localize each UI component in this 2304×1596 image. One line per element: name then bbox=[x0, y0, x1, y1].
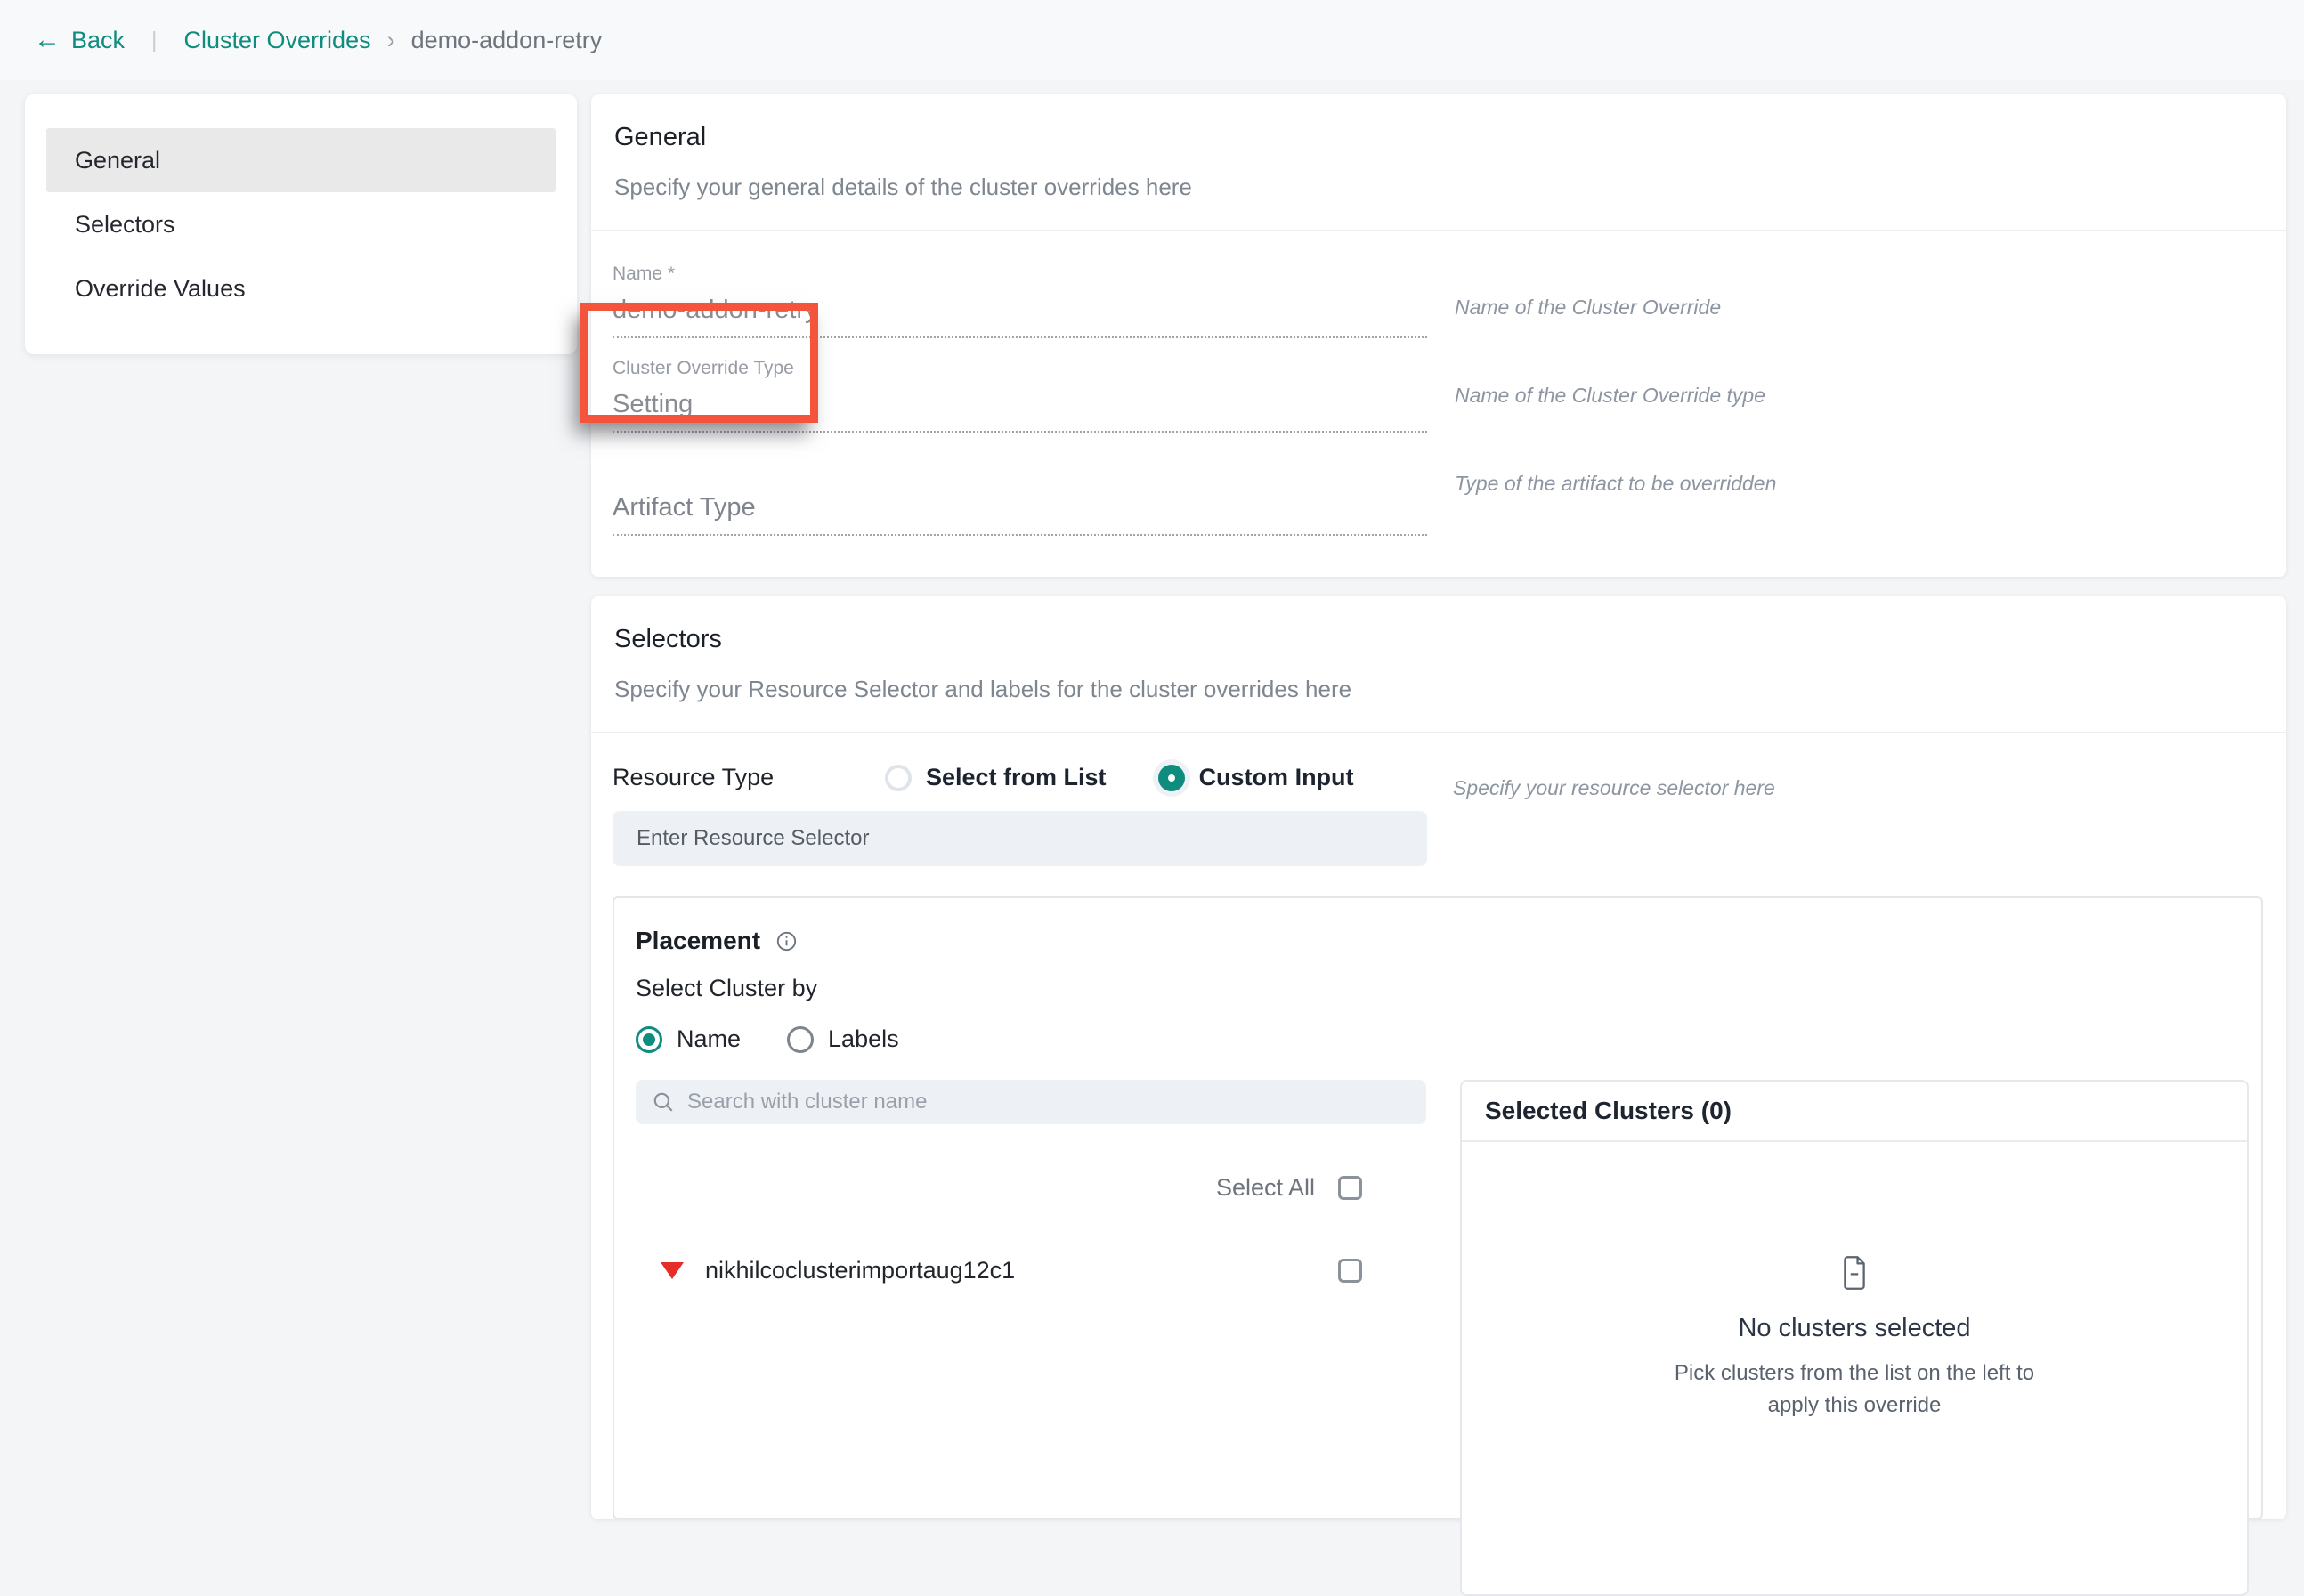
general-card-header: General Specify your general details of … bbox=[591, 94, 2286, 230]
radio-custom-input-icon[interactable] bbox=[1157, 764, 1185, 791]
cluster-checkbox[interactable] bbox=[1338, 1259, 1362, 1283]
resource-selector-input[interactable] bbox=[613, 811, 1427, 866]
cluster-error-status-icon bbox=[661, 1262, 684, 1279]
cluster-list-column: Select All nikhilcoclusterimportaug12c1 bbox=[636, 1080, 1426, 1596]
sidebar-item-general[interactable]: General bbox=[46, 128, 556, 192]
top-bar: ← Back | Cluster Overrides › demo-addon-… bbox=[0, 0, 2304, 80]
general-fields: Name * demo-addon-retry Cluster Override… bbox=[613, 244, 1427, 536]
resource-type-row: Resource Type Select from List Custom In… bbox=[613, 764, 2263, 799]
name-helper: Name of the Cluster Override bbox=[1455, 296, 1722, 319]
radio-name[interactable]: Name bbox=[636, 1025, 741, 1053]
info-icon[interactable] bbox=[775, 930, 798, 952]
empty-state-description: Pick clusters from the list on the left … bbox=[1674, 1361, 2035, 1417]
resource-type-label: Resource Type bbox=[613, 764, 775, 790]
back-label: Back bbox=[71, 26, 126, 53]
select-all-label: Select All bbox=[1215, 1174, 1315, 1201]
empty-document-icon bbox=[1844, 1256, 1865, 1290]
selectors-card: Selectors Specify your Resource Selector… bbox=[591, 596, 2286, 1596]
cluster-search-input[interactable] bbox=[687, 1080, 1426, 1124]
name-field-label: Name * bbox=[613, 263, 676, 284]
page-layout: General Selectors Override Values Genera… bbox=[0, 80, 2304, 1596]
artifact-type-placeholder: Artifact Type bbox=[613, 493, 1427, 536]
breadcrumb-divider: | bbox=[151, 27, 158, 53]
cluster-override-type-field[interactable]: Cluster Override Type Setting bbox=[613, 338, 1427, 433]
radio-name-icon[interactable] bbox=[636, 1025, 662, 1053]
section-nav-sidebar: General Selectors Override Values bbox=[25, 94, 577, 354]
general-divider bbox=[591, 230, 2286, 231]
radio-custom-input-label: Custom Input bbox=[1198, 764, 1354, 790]
cluster-name: nikhilcoclusterimportaug12c1 bbox=[705, 1257, 1016, 1284]
search-icon bbox=[653, 1092, 673, 1112]
sidebar-item-selectors[interactable]: Selectors bbox=[75, 210, 175, 238]
selectors-divider bbox=[591, 732, 2286, 733]
radio-labels[interactable]: Labels bbox=[787, 1025, 899, 1053]
radio-select-from-list[interactable]: Select from List bbox=[885, 764, 1107, 791]
general-card: General Specify your general details of … bbox=[580, 94, 2286, 577]
cluster-list-item[interactable]: nikhilcoclusterimportaug12c1 bbox=[636, 1257, 1426, 1284]
placement-columns: Select All nikhilcoclusterimportaug12c1 … bbox=[636, 1080, 2261, 1596]
selectors-subtitle: Specify your Resource Selector and label… bbox=[614, 676, 1352, 702]
general-subtitle: Specify your general details of the clus… bbox=[614, 174, 1192, 200]
selected-clusters-panel: Selected Clusters (0) No clusters select… bbox=[1460, 1080, 2249, 1596]
select-cluster-by-label: Select Cluster by bbox=[636, 975, 818, 1001]
selectors-title: Selectors bbox=[614, 625, 722, 653]
selected-clusters-header: Selected Clusters (0) bbox=[1462, 1082, 2247, 1142]
empty-state-title: No clusters selected bbox=[1738, 1314, 1971, 1342]
breadcrumb-cluster-overrides[interactable]: Cluster Overrides bbox=[183, 26, 371, 53]
radio-labels-icon[interactable] bbox=[787, 1025, 815, 1053]
artifact-type-field[interactable]: Artifact Type bbox=[613, 433, 1427, 536]
breadcrumb-current: demo-addon-retry bbox=[410, 26, 603, 53]
resource-selector-helper: Specify your resource selector here bbox=[1453, 776, 1775, 799]
cluster-override-type-label: Cluster Override Type bbox=[613, 358, 794, 378]
cluster-override-type-value: Setting bbox=[613, 390, 1427, 433]
radio-name-label: Name bbox=[677, 1025, 742, 1052]
general-helpers: Name of the Cluster Override Name of the… bbox=[1455, 244, 1776, 536]
sidebar-item-override-values[interactable]: Override Values bbox=[75, 274, 246, 302]
cluster-override-type-helper: Name of the Cluster Override type bbox=[1455, 384, 1765, 407]
main-content: General Specify your general details of … bbox=[580, 94, 2286, 1596]
cluster-search-box bbox=[636, 1080, 1426, 1124]
radio-select-from-list-icon[interactable] bbox=[885, 764, 912, 791]
select-cluster-by-radio-group: Name Labels bbox=[636, 1025, 2261, 1053]
radio-labels-label: Labels bbox=[828, 1025, 899, 1052]
selected-clusters-empty-state: No clusters selected Pick clusters from … bbox=[1462, 1254, 2247, 1422]
general-body: Name * demo-addon-retry Cluster Override… bbox=[580, 231, 2286, 577]
selectors-card-header: Selectors Specify your Resource Selector… bbox=[591, 596, 2286, 732]
name-field-value: demo-addon-retry bbox=[613, 296, 1427, 338]
placement-title: Placement bbox=[636, 927, 761, 954]
select-all-row: Select All bbox=[636, 1174, 1426, 1202]
name-field[interactable]: Name * demo-addon-retry bbox=[613, 244, 1427, 338]
resource-type-radio-group: Select from List Custom Input bbox=[885, 764, 1354, 791]
radio-select-from-list-label: Select from List bbox=[926, 764, 1107, 790]
radio-custom-input[interactable]: Custom Input bbox=[1157, 764, 1354, 791]
placement-title-row: Placement bbox=[636, 927, 2261, 955]
selectors-body: Resource Type Select from List Custom In… bbox=[591, 733, 2286, 1596]
general-title: General bbox=[614, 123, 707, 151]
breadcrumb-chevron-icon: › bbox=[386, 26, 395, 53]
select-all-checkbox[interactable] bbox=[1338, 1176, 1362, 1200]
back-button[interactable]: ← Back bbox=[34, 27, 125, 54]
back-arrow-icon: ← bbox=[34, 25, 61, 54]
placement-section: Placement Select Cluster by Name bbox=[613, 896, 2263, 1596]
artifact-type-helper: Type of the artifact to be overridden bbox=[1455, 472, 1777, 495]
